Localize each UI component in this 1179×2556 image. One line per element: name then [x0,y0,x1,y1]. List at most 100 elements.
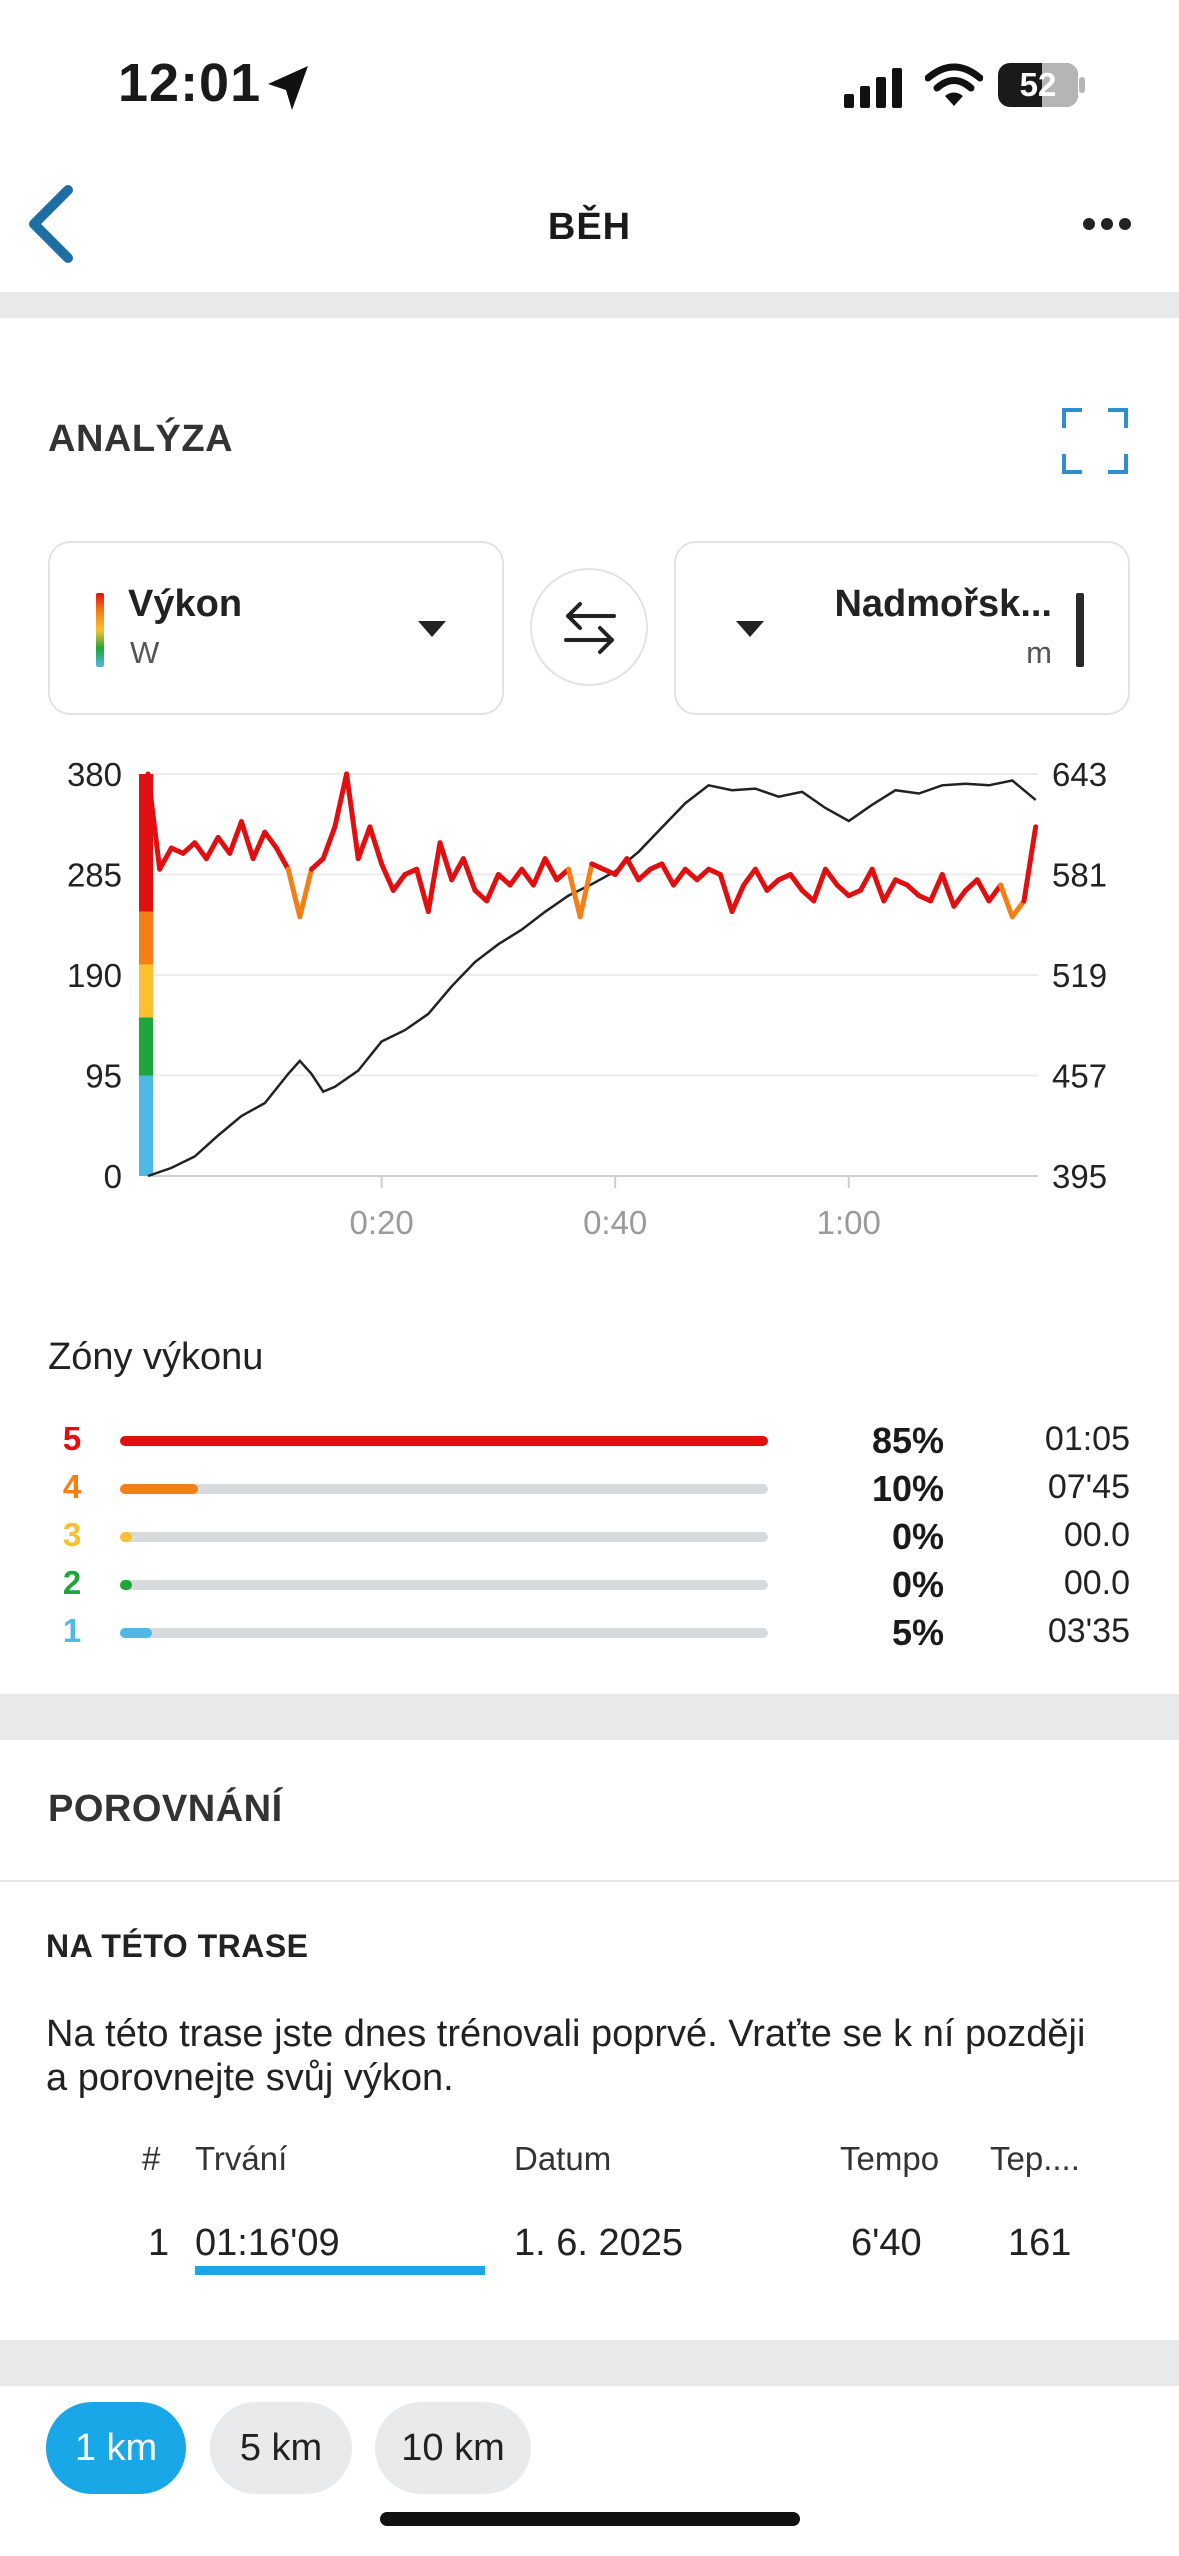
zone-duration: 03'35 [1047,1612,1130,1650]
zone-number: 2 [62,1564,82,1601]
chip-5km[interactable]: 5 km [210,2402,352,2494]
chip-1km[interactable]: 1 km [46,2402,186,2494]
more-options-icon[interactable] [1082,214,1132,234]
power-line-segment [425,840,443,915]
power-line-segment [227,819,244,856]
right-metric-unit: m [1026,635,1052,670]
zone-bar-fill [120,1532,132,1542]
power-line-segment [612,856,630,877]
cellular-signal-icon [844,68,902,108]
status-time: 12:01 [118,53,262,113]
zone-duration: 01:05 [1044,1420,1130,1458]
zone-percent: 85% [871,1420,944,1461]
power-line-segment [764,877,782,893]
power-line-segment [565,866,583,920]
wifi-icon [925,63,983,106]
zone-row-5: 5 85% 01:05 [0,1420,1179,1468]
zone-bar-track [120,1580,768,1590]
zone-percent: 0% [891,1516,944,1557]
chip-10km[interactable]: 10 km [375,2402,531,2494]
swap-arrows-icon [564,602,616,654]
y-right-tick-label: 457 [1052,1058,1107,1095]
header-pace: Tempo [840,2140,940,2177]
power-line-segment [495,872,513,888]
power-line-segment [659,861,677,888]
power-line-segment [449,856,466,883]
zone-axis-band [139,774,153,912]
power-line-segment [519,866,536,888]
power-line-segment [203,834,221,862]
power-line-segment [974,877,992,904]
power-line-segment [671,866,688,888]
zones-title: Zóny výkonu [48,1336,264,1378]
line-color-swatch [1076,593,1084,667]
swap-metrics-button[interactable] [530,568,648,686]
zone-number: 4 [62,1468,82,1505]
power-line-segment [624,856,642,883]
zone-number: 3 [62,1516,82,1553]
zone-bar-fill [120,1580,132,1590]
power-line-segment [998,882,1015,920]
fullscreen-icon[interactable] [1062,408,1128,474]
table-row[interactable]: 1 01:16'09 1. 6. 2025 6'40 161 [0,2214,1179,2304]
row-temp: 161 [1008,2222,1072,2264]
power-line-segment [717,872,735,915]
zone-bar-track [120,1436,768,1446]
header-num: # [142,2140,161,2177]
power-line-segment [250,829,268,862]
power-line-segment [390,872,408,893]
power-line-segment [986,882,1004,904]
power-line-segment [729,882,747,915]
zone-bar-track [120,1484,768,1494]
power-line-segment [822,866,840,888]
analysis-title: ANALÝZA [48,418,234,460]
zone-row-4: 4 10% 07'45 [0,1468,1179,1516]
y-right-tick-label: 519 [1052,957,1107,994]
power-line-segment [484,872,501,904]
row-pace: 6'40 [851,2222,922,2264]
power-line-segment [507,866,525,888]
dropdown-caret-icon [418,621,446,637]
power-line-segment [951,887,969,909]
power-line-segment [379,861,396,893]
zones-list: 5 85% 01:05 4 10% 07'45 3 0% 00.0 2 0% 00.0 1 5% 03'35 [0,1420,1179,1680]
section-divider [0,292,1179,318]
power-line-segment [309,856,326,872]
y-left-tick-label: 380 [67,756,122,793]
x-tick-label: 1:00 [817,1204,881,1241]
power-line-segment [869,866,887,904]
y-left-tick-label: 95 [85,1058,122,1095]
duration-bar [195,2266,485,2275]
row-date: 1. 6. 2025 [514,2222,684,2264]
power-line-segment [238,819,256,862]
power-line-segment [928,872,945,904]
zone-axis-band [139,1075,153,1176]
zone-number: 1 [62,1612,82,1649]
power-line-segment [332,771,350,830]
left-metric-unit: W [130,635,160,670]
power-line-segment [437,840,455,883]
right-metric-selector[interactable]: Nadmořsk... m [674,541,1130,715]
power-line-segment [636,866,653,883]
power-line-segment [834,882,852,899]
power-line-segment [215,834,233,856]
power-line-segment [192,840,209,862]
x-tick-label: 0:20 [349,1204,413,1241]
left-metric-label: Výkon [128,583,243,625]
power-line-segment [1009,898,1027,920]
power-line-segment [297,866,315,920]
power-line-segment [262,829,279,851]
row-num: 1 [148,2222,170,2264]
zone-bar-track [120,1628,768,1638]
analysis-chart[interactable]: 380 643 285 581 190 519 95 457 0 395 0:20 0:40 1:00 [0,740,1179,1260]
left-metric-selector[interactable]: Výkon W [48,541,504,715]
right-metric-label: Nadmořsk... [834,583,1052,625]
back-chevron-icon[interactable] [22,182,78,266]
power-line-segment [320,824,338,862]
zone-percent: 5% [891,1612,944,1653]
zone-axis-band [139,1017,153,1076]
power-line-segment [355,824,373,862]
power-line-segment [682,866,700,883]
zone-row-3: 3 0% 00.0 [0,1516,1179,1564]
power-line-segment [180,840,198,856]
